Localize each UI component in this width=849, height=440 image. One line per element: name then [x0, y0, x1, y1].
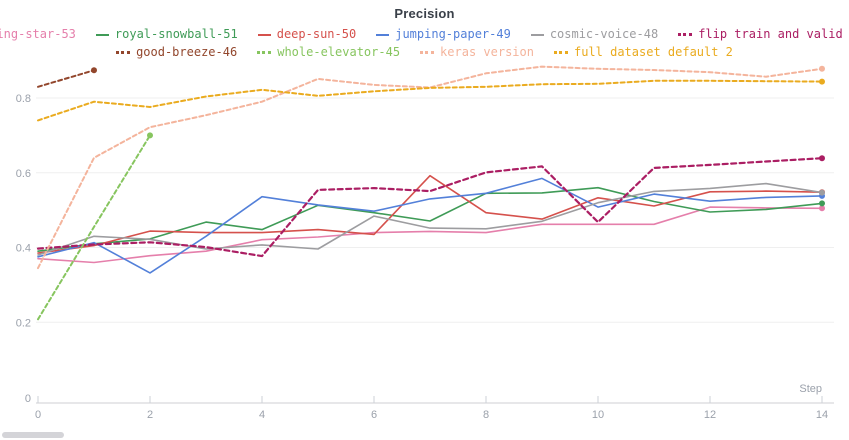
- x-tick-label-10: 10: [592, 409, 604, 421]
- line-swatch-icon: [376, 33, 390, 36]
- series-line-cosmic-voice-48: [37, 182, 823, 256]
- series-line-keras-version: [37, 65, 823, 270]
- series-line-good-breeze-46: [37, 69, 95, 88]
- legend-item-label: full dataset default 2: [573, 45, 733, 59]
- legend-item-good-breeze-46[interactable]: good-breeze-46: [116, 44, 237, 61]
- x-axis-title: Step: [799, 383, 822, 395]
- legend-item-keras-version[interactable]: keras version: [420, 44, 534, 61]
- legend-item-label: spring-star-53: [0, 27, 76, 41]
- legend-item-label: flip train and valid sample: [698, 27, 849, 41]
- series-endpoint-good-breeze-46: [91, 67, 97, 74]
- series-endpoint-flip-train-and-valid-sample: [819, 155, 825, 162]
- legend-item-flip-train-and-valid-sample[interactable]: flip train and valid sample: [678, 26, 849, 43]
- legend-item-label: royal-snowball-51: [114, 27, 238, 41]
- series-endpoint-cosmic-voice-48: [819, 189, 825, 196]
- legend-item-royal-snowball-51[interactable]: royal-snowball-51: [95, 26, 238, 43]
- series-line-royal-snowball-51: [37, 186, 823, 252]
- legend-row-2: good-breeze-46 whole-elevator-45 keras ver…: [116, 44, 733, 61]
- x-tick-label-14: 14: [816, 409, 828, 421]
- dotted-line-swatch-icon: [420, 51, 435, 54]
- x-tick-label-6: 6: [371, 409, 377, 421]
- line-swatch-icon: [257, 33, 271, 36]
- x-tick-label-0: 0: [35, 409, 41, 421]
- legend-item-label: whole-elevator-45: [277, 45, 401, 59]
- dotted-line-swatch-icon: [257, 51, 272, 54]
- y-tick-label-0.6: 0.6: [16, 168, 31, 180]
- x-tick-label-8: 8: [483, 409, 489, 421]
- y-tick-label-0: 0: [25, 393, 31, 405]
- x-tick-label-4: 4: [259, 409, 265, 421]
- legend-item-label: good-breeze-46: [136, 45, 238, 59]
- x-tick-label-12: 12: [704, 409, 716, 421]
- dotted-line-swatch-icon: [553, 51, 568, 54]
- series-line-spring-star-53: [37, 206, 823, 264]
- legend-item-jumping-paper-49[interactable]: jumping-paper-49: [376, 26, 511, 43]
- series-line-whole-elevator-45: [37, 134, 151, 321]
- series-endpoint-full-dataset-default-2: [819, 78, 825, 85]
- legend-item-cosmic-voice-48[interactable]: cosmic-voice-48: [530, 26, 659, 43]
- page-title: Precision: [394, 6, 455, 21]
- legend-item-label: jumping-paper-49: [395, 27, 511, 41]
- dotted-line-swatch-icon: [116, 51, 131, 54]
- y-tick-label-0.8: 0.8: [16, 93, 31, 105]
- line-swatch-icon: [95, 33, 109, 36]
- dotted-line-swatch-icon: [678, 33, 693, 36]
- horizontal-scrollbar-thumb[interactable]: [2, 432, 64, 438]
- legend-item-label: deep-sun-50: [276, 27, 357, 41]
- legend-item-whole-elevator-45[interactable]: whole-elevator-45: [257, 44, 400, 61]
- legend: spring-star-53 royal-snowball-51 deep-sun-…: [0, 26, 849, 61]
- series-endpoint-whole-elevator-45: [147, 132, 153, 139]
- series-endpoint-keras-version: [819, 65, 825, 72]
- series-endpoint-royal-snowball-51: [819, 200, 825, 207]
- legend-item-label: cosmic-voice-48: [549, 27, 659, 41]
- series-line-flip-train-and-valid-sample: [36, 157, 824, 258]
- series-line-full-dataset-default-2: [37, 79, 823, 122]
- series-endpoint-spring-star-53: [819, 205, 825, 212]
- legend-item-spring-star-53[interactable]: spring-star-53: [0, 26, 76, 43]
- x-tick-label-2: 2: [147, 409, 153, 421]
- legend-item-label: keras version: [440, 45, 534, 59]
- series-line-deep-sun-50: [37, 174, 823, 254]
- series-line-jumping-paper-49: [37, 177, 823, 274]
- legend-row-1: spring-star-53 royal-snowball-51 deep-sun-…: [0, 26, 849, 43]
- legend-item-full-dataset-default-2[interactable]: full dataset default 2: [553, 44, 733, 61]
- line-swatch-icon: [530, 33, 544, 36]
- y-tick-label-0.4: 0.4: [16, 243, 31, 255]
- y-tick-label-0.2: 0.2: [16, 317, 31, 329]
- legend-item-deep-sun-50[interactable]: deep-sun-50: [257, 26, 357, 43]
